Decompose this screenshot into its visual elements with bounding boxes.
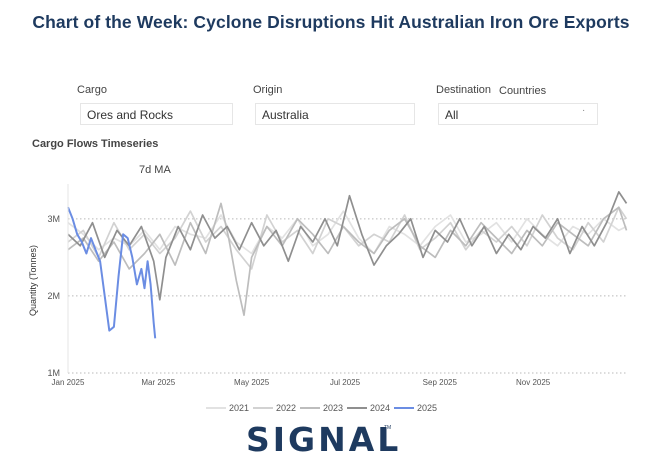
cargo-label: Cargo — [77, 84, 107, 96]
signal-logo: SIGNAL — [246, 420, 402, 459]
trademark-mark: TM — [384, 425, 392, 431]
legend-label-2025: 2025 — [417, 403, 437, 413]
series-layer — [67, 191, 628, 339]
origin-select[interactable]: Australia — [255, 103, 415, 125]
series-line-2023 — [67, 202, 628, 317]
x-tick-label: Sep 2025 — [423, 378, 458, 387]
chart-title: Chart of the Week: Cyclone Disruptions H… — [32, 12, 630, 32]
axis-layer: 1M 2M 3M Jan 2025 Mar 2025 May 2025 Jul 2025 Se… — [28, 184, 551, 387]
destination-type-label: Countries — [499, 85, 547, 97]
series-line-2022 — [67, 206, 628, 270]
destination-label: Destination — [436, 84, 492, 96]
legend-label-2023: 2023 — [323, 403, 343, 413]
cargo-select[interactable]: Ores and Rocks — [80, 103, 233, 125]
x-tick-label: Nov 2025 — [516, 378, 551, 387]
origin-label: Origin — [253, 84, 283, 96]
legend-label-2022: 2022 — [276, 403, 296, 413]
legend-layer: 2021 2022 2023 2024 2025 — [206, 403, 437, 413]
destination-value: All — [445, 108, 459, 122]
y-axis-label: Quantity (Tonnes) — [28, 245, 38, 316]
x-tick-label: Jan 2025 — [52, 378, 85, 387]
y-tick-label: 1M — [47, 368, 60, 378]
x-tick-label: May 2025 — [234, 378, 270, 387]
x-tick-label: Jul 2025 — [330, 378, 361, 387]
y-tick-label: 2M — [47, 291, 60, 301]
moving-average-label: 7d MA — [139, 164, 171, 176]
section-title: Cargo Flows Timeseries — [32, 138, 159, 150]
legend-label-2021: 2021 — [229, 403, 249, 413]
dropdown-mark-icon: . — [582, 103, 585, 114]
legend-label-2024: 2024 — [370, 403, 390, 413]
cargo-flows-chart: 1M 2M 3M Jan 2025 Mar 2025 May 2025 Jul 2025 Se… — [28, 184, 628, 413]
x-tick-label: Mar 2025 — [141, 378, 175, 387]
series-line-2024 — [67, 191, 628, 301]
y-tick-label: 3M — [47, 214, 60, 224]
series-line-2025 — [67, 206, 157, 339]
destination-select[interactable]: All . — [438, 103, 598, 125]
